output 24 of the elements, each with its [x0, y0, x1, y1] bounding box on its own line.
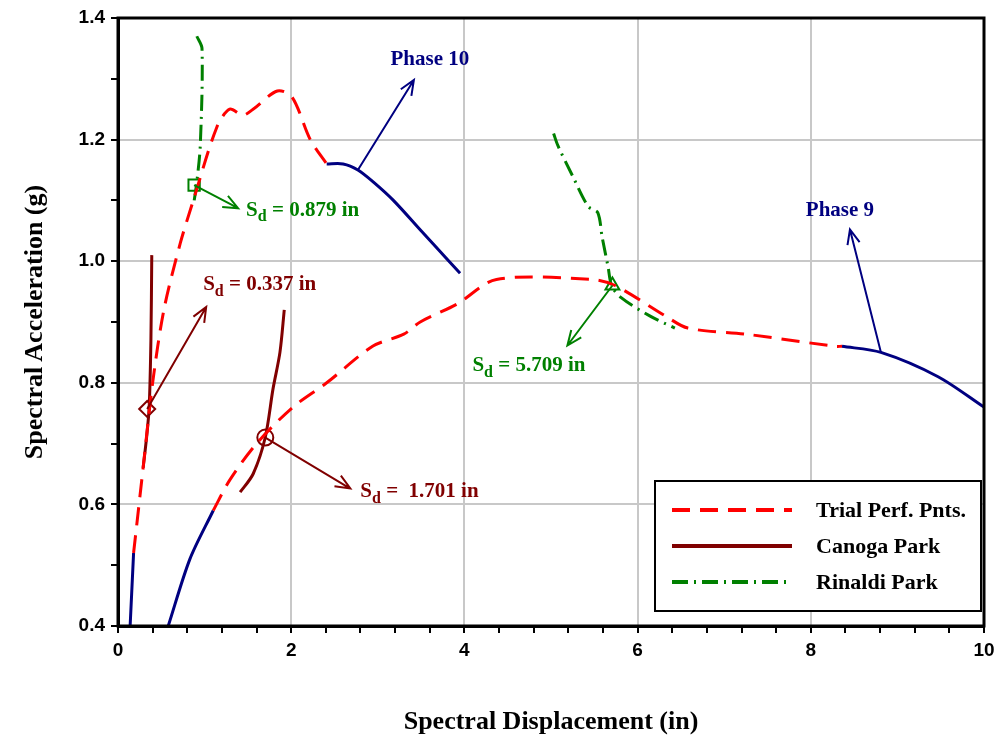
- y-tick-label: 1.0: [78, 249, 105, 271]
- x-tick-label: 8: [805, 638, 817, 660]
- x-tick-label: 10: [973, 638, 995, 660]
- point: [138, 399, 157, 418]
- y-tick-label: 1.2: [78, 127, 105, 149]
- line-series: [552, 132, 677, 330]
- y-tick-label: 0.6: [78, 492, 105, 514]
- legend-label: Trial Perf. Pnts.: [816, 497, 966, 523]
- y-tick-label: 0.8: [78, 371, 105, 393]
- y-tick-label: 1.4: [78, 6, 106, 28]
- point: [256, 428, 275, 447]
- x-tick-label: 0: [112, 638, 124, 660]
- legend-label: Rinaldi Park: [816, 569, 938, 595]
- annotation: Phase 9: [805, 196, 875, 221]
- y-tick-label: 0.4: [78, 614, 106, 636]
- x-tick-label: 4: [459, 638, 471, 660]
- x-tick-label: 6: [632, 638, 643, 660]
- point: [604, 276, 621, 291]
- y-axis-title: Spectral Acceleration (g): [19, 184, 49, 460]
- annotation: Phase 10: [390, 46, 470, 71]
- x-tick-label: 2: [285, 638, 297, 660]
- x-axis-title: Spectral Displacement (in): [403, 706, 699, 736]
- point: [187, 178, 201, 192]
- legend-label: Canoga Park: [816, 533, 941, 559]
